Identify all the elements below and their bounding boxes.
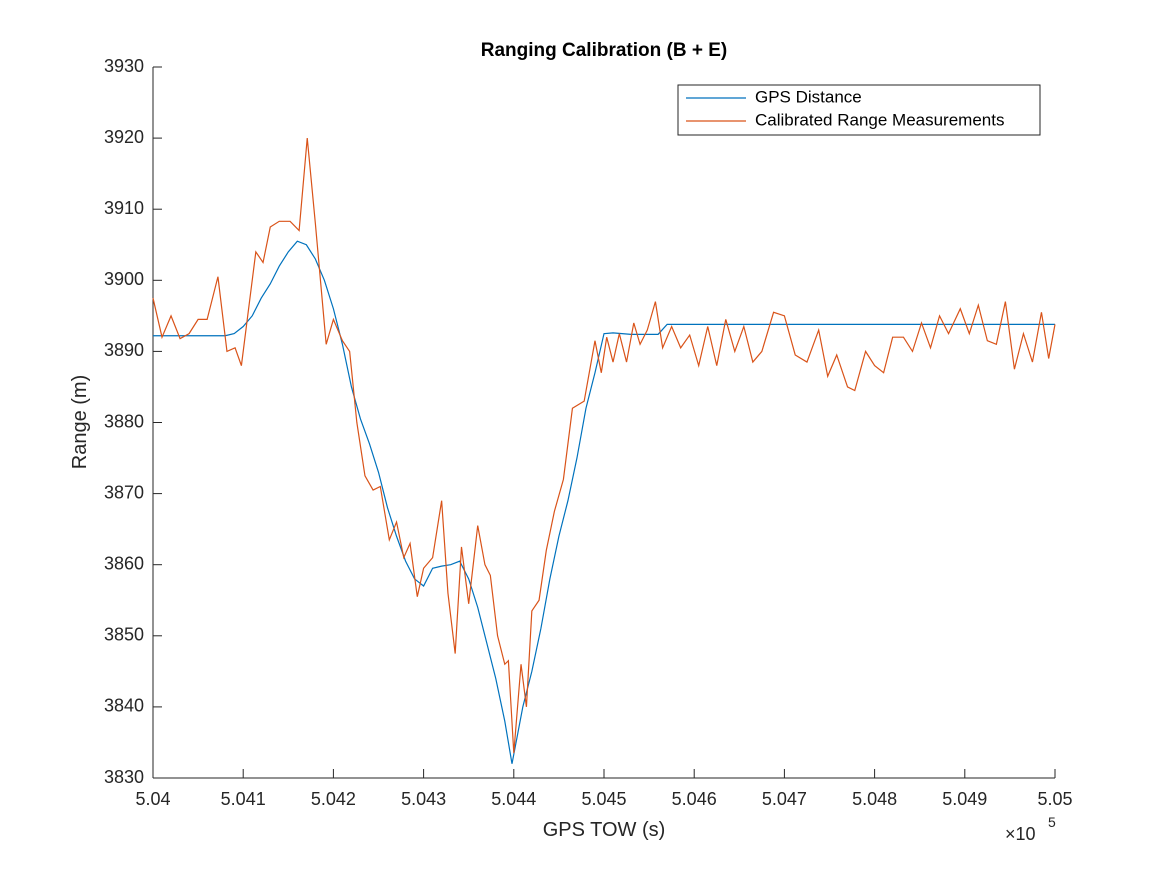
y-tick-label: 3920: [104, 127, 144, 147]
legend-label: Calibrated Range Measurements: [755, 110, 1004, 129]
y-tick-label: 3850: [104, 625, 144, 645]
y-tick-label: 3870: [104, 482, 144, 502]
x-tick-label: 5.041: [221, 789, 266, 809]
x-tick-label: 5.044: [491, 789, 536, 809]
x-tick-label: 5.046: [672, 789, 717, 809]
y-tick-label: 3910: [104, 198, 144, 218]
x-multiplier-exponent: 5: [1048, 814, 1056, 830]
y-tick-label: 3880: [104, 411, 144, 431]
x-tick-label: 5.05: [1037, 789, 1072, 809]
legend-box: [677, 84, 1041, 136]
y-tick-label: 3930: [104, 56, 144, 76]
legend-label: GPS Distance: [755, 87, 862, 106]
x-tick-label: 5.048: [852, 789, 897, 809]
x-axis-label: GPS TOW (s): [543, 819, 666, 841]
x-tick-label: 5.045: [581, 789, 626, 809]
y-tick-label: 3840: [104, 696, 144, 716]
x-multiplier: ×10: [1005, 824, 1036, 844]
x-tick-label: 5.042: [311, 789, 356, 809]
x-tick-label: 5.049: [942, 789, 987, 809]
y-tick-label: 3860: [104, 553, 144, 573]
x-tick-label: 5.047: [762, 789, 807, 809]
y-axis-label: Range (m): [69, 375, 91, 469]
y-tick-label: 3830: [104, 767, 144, 787]
data-line: [153, 240, 1055, 764]
x-tick-label: 5.043: [401, 789, 446, 809]
x-tick-label: 5.04: [135, 789, 170, 809]
y-tick-label: 3900: [104, 269, 144, 289]
y-tick-label: 3890: [104, 340, 144, 360]
chart-title: Ranging Calibration (B + E): [481, 40, 727, 61]
data-line: [152, 138, 1056, 754]
